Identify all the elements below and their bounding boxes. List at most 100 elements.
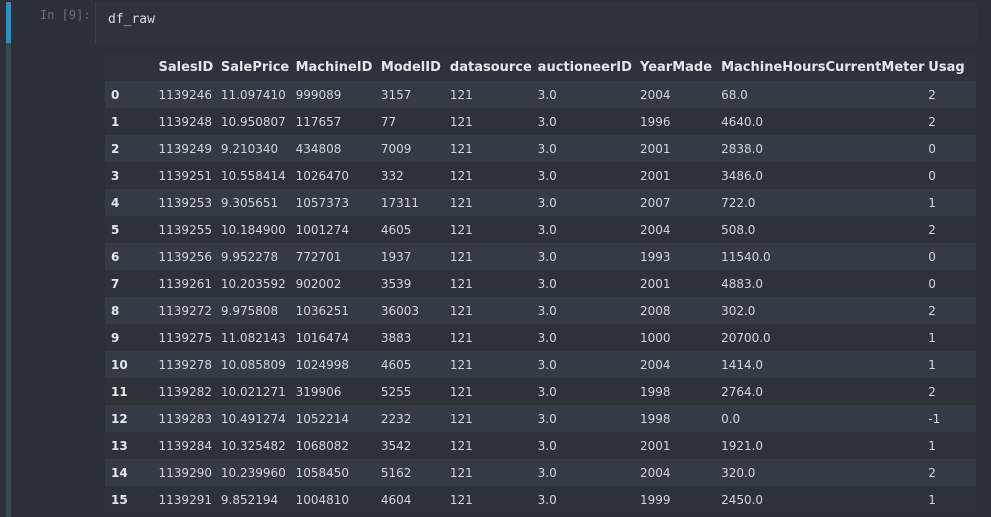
table-cell: 36003 — [380, 303, 419, 318]
table-cell: 3.0 — [537, 438, 557, 453]
table-cell: 10.085809 — [220, 357, 286, 372]
table-cell: 2232 — [380, 411, 412, 426]
table-cell: 121 — [449, 411, 473, 426]
table-cell: 1 — [928, 330, 936, 345]
table-cell: 3.0 — [537, 141, 557, 156]
row-index: 7 — [111, 276, 120, 291]
input-cell[interactable]: In [9]: df_raw — [6, 2, 977, 43]
table-cell: 1139272 — [158, 303, 212, 318]
table-cell: 10.325482 — [220, 438, 286, 453]
row-index: 1 — [111, 114, 120, 129]
table-cell: 3.0 — [537, 276, 557, 291]
code-text[interactable]: df_raw — [108, 12, 155, 27]
table-cell: 11.082143 — [220, 330, 286, 345]
table-cell: 3486.0 — [721, 168, 764, 183]
table-cell: 68.0 — [721, 87, 748, 102]
table-cell: 121 — [449, 114, 473, 129]
table-body: 0 1139246 11.097410 999089 3157 121 3.0 2004 68.… — [105, 81, 976, 513]
index-header — [105, 54, 159, 81]
table-cell: 2001 — [639, 438, 671, 453]
output-collapse-bar[interactable] — [6, 43, 11, 517]
table-row: 15 1139291 9.852194 1004810 4604 121 3.0 1999 24… — [105, 486, 976, 513]
table-cell: 3542 — [380, 438, 412, 453]
table-cell: 3.0 — [537, 492, 557, 507]
table-cell: 2004 — [639, 222, 671, 237]
table-cell: 10.203592 — [220, 276, 286, 291]
table-cell: 5162 — [380, 465, 412, 480]
column-header: MachineHoursCurrentMeter — [721, 60, 925, 75]
table-cell: 121 — [449, 276, 473, 291]
table-cell: 1139291 — [158, 492, 212, 507]
table-cell: 902002 — [295, 276, 342, 291]
table-cell: 0 — [928, 249, 936, 264]
table-row: 8 1139272 9.975808 1036251 36003 121 3.0 2008 30… — [105, 297, 976, 324]
table-cell: 3.0 — [537, 168, 557, 183]
table-cell: 1 — [928, 195, 936, 210]
table-cell: 3.0 — [537, 357, 557, 372]
table-cell: 1998 — [639, 411, 671, 426]
table-cell: 121 — [449, 141, 473, 156]
table-cell: 1998 — [639, 384, 671, 399]
table-row: 13 1139284 10.325482 1068082 3542 121 3.0 2001 1… — [105, 432, 976, 459]
table-cell: 1139251 — [158, 168, 212, 183]
table-cell: 2 — [928, 384, 936, 399]
table-cell: 1414.0 — [721, 357, 764, 372]
table-row: 2 1139249 9.210340 434808 7009 121 3.0 2001 2838… — [105, 135, 976, 162]
table-cell: 1139249 — [158, 141, 212, 156]
table-cell: 17311 — [380, 195, 419, 210]
table-cell: 1 — [928, 438, 936, 453]
column-header: SalesID — [158, 60, 214, 75]
table-cell: 2004 — [639, 465, 671, 480]
table-cell: -1 — [928, 411, 941, 426]
table-cell: 3157 — [380, 87, 412, 102]
selected-cell-indicator — [6, 2, 11, 43]
table-cell: 3.0 — [537, 330, 557, 345]
table-cell: 10.021271 — [220, 384, 286, 399]
table-row: 5 1139255 10.184900 1001274 4605 121 3.0 2004 50… — [105, 216, 976, 243]
table-row: 12 1139283 10.491274 1052214 2232 121 3.0 1998 0… — [105, 405, 976, 432]
table-cell: 2001 — [639, 168, 671, 183]
table-row: 0 1139246 11.097410 999089 3157 121 3.0 2004 68.… — [105, 81, 976, 108]
code-editor[interactable]: df_raw — [95, 2, 977, 43]
dataframe-output[interactable]: SalesID SalePrice MachineID ModelID datasour… — [105, 54, 976, 517]
table-cell: 1004810 — [295, 492, 350, 507]
row-index: 4 — [111, 195, 120, 210]
table-cell: 121 — [449, 492, 473, 507]
table-cell: 121 — [449, 465, 473, 480]
table-cell: 2008 — [639, 303, 671, 318]
table-cell: 4883.0 — [721, 276, 764, 291]
table-cell: 10.558414 — [220, 168, 286, 183]
table-cell: 2 — [928, 87, 936, 102]
row-index: 2 — [111, 141, 120, 156]
table-cell: 1058450 — [295, 465, 350, 480]
table-row: 7 1139261 10.203592 902002 3539 121 3.0 2001 488… — [105, 270, 976, 297]
table-cell: 4605 — [380, 357, 412, 372]
table-cell: 1 — [928, 492, 936, 507]
table-row: 9 1139275 11.082143 1016474 3883 121 3.0 1000 20… — [105, 324, 976, 351]
table-row: 10 1139278 10.085809 1024998 4605 121 3.0 2004 1… — [105, 351, 976, 378]
table-cell: 1 — [928, 357, 936, 372]
row-index: 8 — [111, 303, 120, 318]
table-cell: 9.210340 — [220, 141, 279, 156]
table-row: 6 1139256 9.952278 772701 1937 121 3.0 1993 1154… — [105, 243, 976, 270]
table-cell: 11540.0 — [721, 249, 771, 264]
column-header: datasource — [449, 60, 532, 75]
table-cell: 121 — [449, 87, 473, 102]
table-cell: 1921.0 — [721, 438, 764, 453]
dataframe-table: SalesID SalePrice MachineID ModelID datasour… — [105, 54, 976, 513]
table-cell: 1057373 — [295, 195, 350, 210]
table-header-row: SalesID SalePrice MachineID ModelID datasour… — [105, 54, 976, 81]
table-cell: 1024998 — [295, 357, 350, 372]
table-cell: 1139246 — [158, 87, 212, 102]
table-cell: 9.952278 — [220, 249, 279, 264]
table-cell: 3539 — [380, 276, 412, 291]
table-cell: 2004 — [639, 357, 671, 372]
table-cell: 3.0 — [537, 249, 557, 264]
table-cell: 121 — [449, 438, 473, 453]
table-cell: 2450.0 — [721, 492, 764, 507]
table-cell: 1036251 — [295, 303, 350, 318]
table-cell: 10.184900 — [220, 222, 286, 237]
row-index: 9 — [111, 330, 120, 345]
row-index: 0 — [111, 87, 120, 102]
table-cell: 9.975808 — [220, 303, 279, 318]
